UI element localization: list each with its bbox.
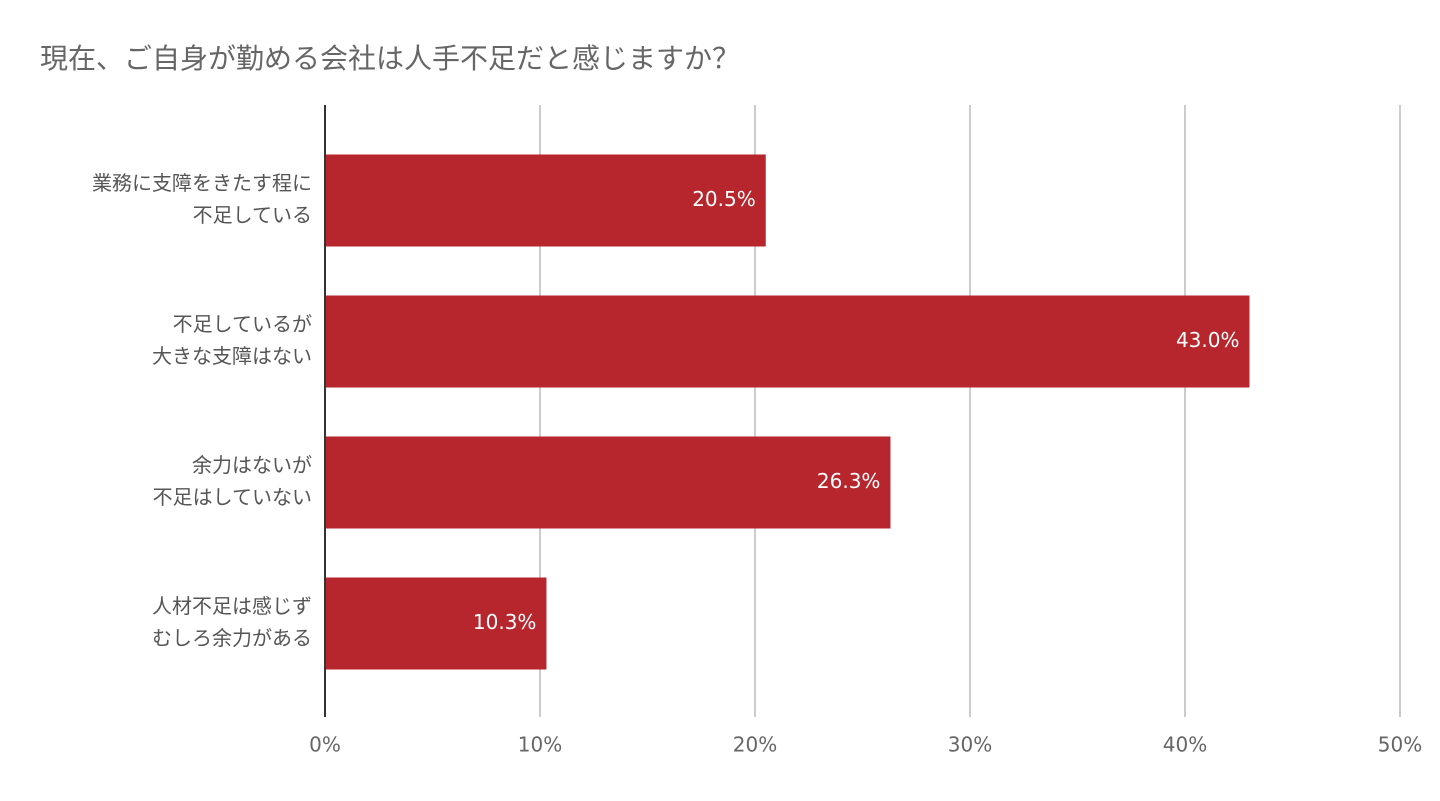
x-tick-label: 20% [733, 733, 777, 757]
bar [325, 436, 891, 529]
bar [325, 295, 1250, 388]
y-tick-label: 不足している [193, 203, 312, 227]
y-tick-label: 不足はしていない [153, 485, 312, 509]
y-tick-label: 業務に支障をきたす程に [92, 171, 312, 195]
y-tick-label: 不足しているが [173, 312, 312, 336]
x-tick-label: 0% [309, 733, 341, 757]
bar [325, 577, 547, 670]
value-label: 26.3% [817, 469, 881, 493]
x-tick-label: 10% [518, 733, 562, 757]
x-tick-label: 50% [1378, 733, 1422, 757]
value-label: 43.0% [1176, 328, 1240, 352]
value-label: 20.5% [692, 187, 756, 211]
bar [325, 154, 766, 247]
value-label: 10.3% [473, 610, 537, 634]
y-tick-label: 余力はないが [192, 453, 312, 477]
x-tick-label: 30% [948, 733, 992, 757]
x-tick-label: 40% [1163, 733, 1207, 757]
y-tick-label: むしろ余力がある [152, 626, 312, 650]
y-tick-label: 人材不足は感じず [152, 594, 312, 618]
y-tick-label: 大きな支障はない [152, 344, 312, 368]
chart-title: 現在、ご自身が勤める会社は人手不足だと感じますか？ [40, 42, 740, 75]
